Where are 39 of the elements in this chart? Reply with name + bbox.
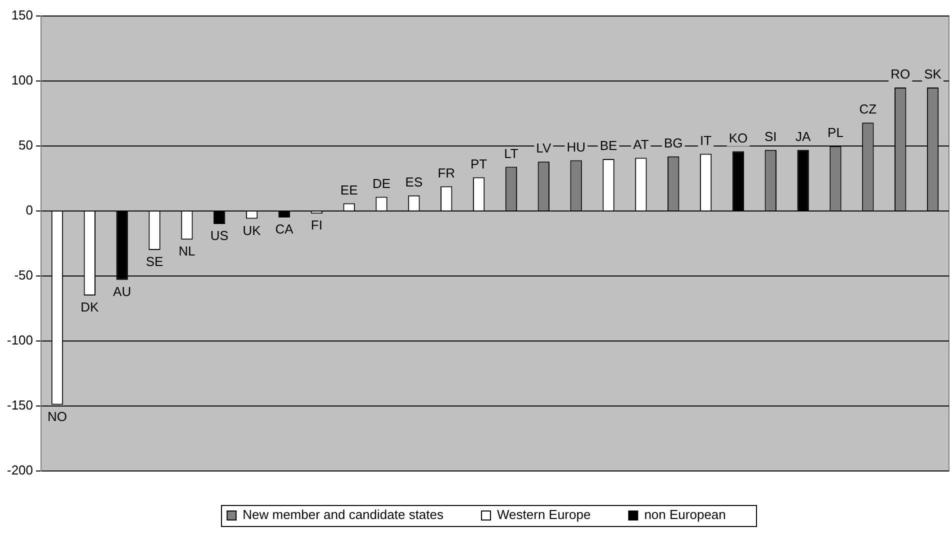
x-tick-label: BE bbox=[600, 138, 618, 154]
x-tick-label: IT bbox=[700, 132, 712, 148]
x-tick-label: SK bbox=[924, 66, 942, 82]
x-tick-label: DK bbox=[80, 300, 100, 315]
x-tick-label: LV bbox=[536, 140, 552, 156]
x-tick-label: FI bbox=[310, 218, 322, 233]
x-tick-label: AT bbox=[633, 136, 649, 152]
y-tick-label: -50 bbox=[14, 268, 34, 283]
x-tick-label: CA bbox=[275, 222, 294, 237]
x-tick-label: PL bbox=[828, 125, 844, 140]
legend-label: Western Europe bbox=[497, 507, 591, 522]
x-tick-label: DE bbox=[372, 176, 391, 191]
y-tick-label: 150 bbox=[11, 8, 34, 23]
x-tick-label: NO bbox=[47, 408, 67, 424]
x-tick-label: KO bbox=[728, 130, 748, 146]
x-tick-label: CZ bbox=[859, 102, 877, 117]
x-tick-label: JA bbox=[795, 128, 811, 144]
x-tick-label: SI bbox=[764, 128, 777, 144]
x-tick-label: HU bbox=[566, 139, 586, 154]
y-tick-label: 50 bbox=[18, 138, 34, 153]
y-tick-label: -200 bbox=[6, 462, 34, 478]
x-tick-label: ES bbox=[405, 174, 423, 190]
x-tick-label: BG bbox=[664, 135, 683, 150]
y-tick-label: -150 bbox=[6, 398, 34, 413]
x-tick-label: SE bbox=[146, 254, 164, 270]
x-tick-label: FR bbox=[438, 165, 456, 180]
x-tick-label: AU bbox=[113, 284, 132, 299]
legend-label: New member and candidate states bbox=[242, 507, 444, 522]
x-tick-label: US bbox=[210, 228, 229, 244]
x-tick-label: PT bbox=[470, 156, 488, 172]
legend-label: non European bbox=[644, 507, 726, 522]
x-tick-label: NL bbox=[178, 244, 196, 259]
y-tick-label: 100 bbox=[11, 72, 34, 88]
y-tick-label: -100 bbox=[6, 332, 34, 348]
x-tick-label: RO bbox=[890, 66, 910, 82]
x-tick-label: UK bbox=[242, 222, 262, 238]
x-tick-label: EE bbox=[340, 182, 358, 198]
x-tick-label: LT bbox=[504, 146, 518, 161]
y-tick-label: 0 bbox=[26, 202, 34, 218]
